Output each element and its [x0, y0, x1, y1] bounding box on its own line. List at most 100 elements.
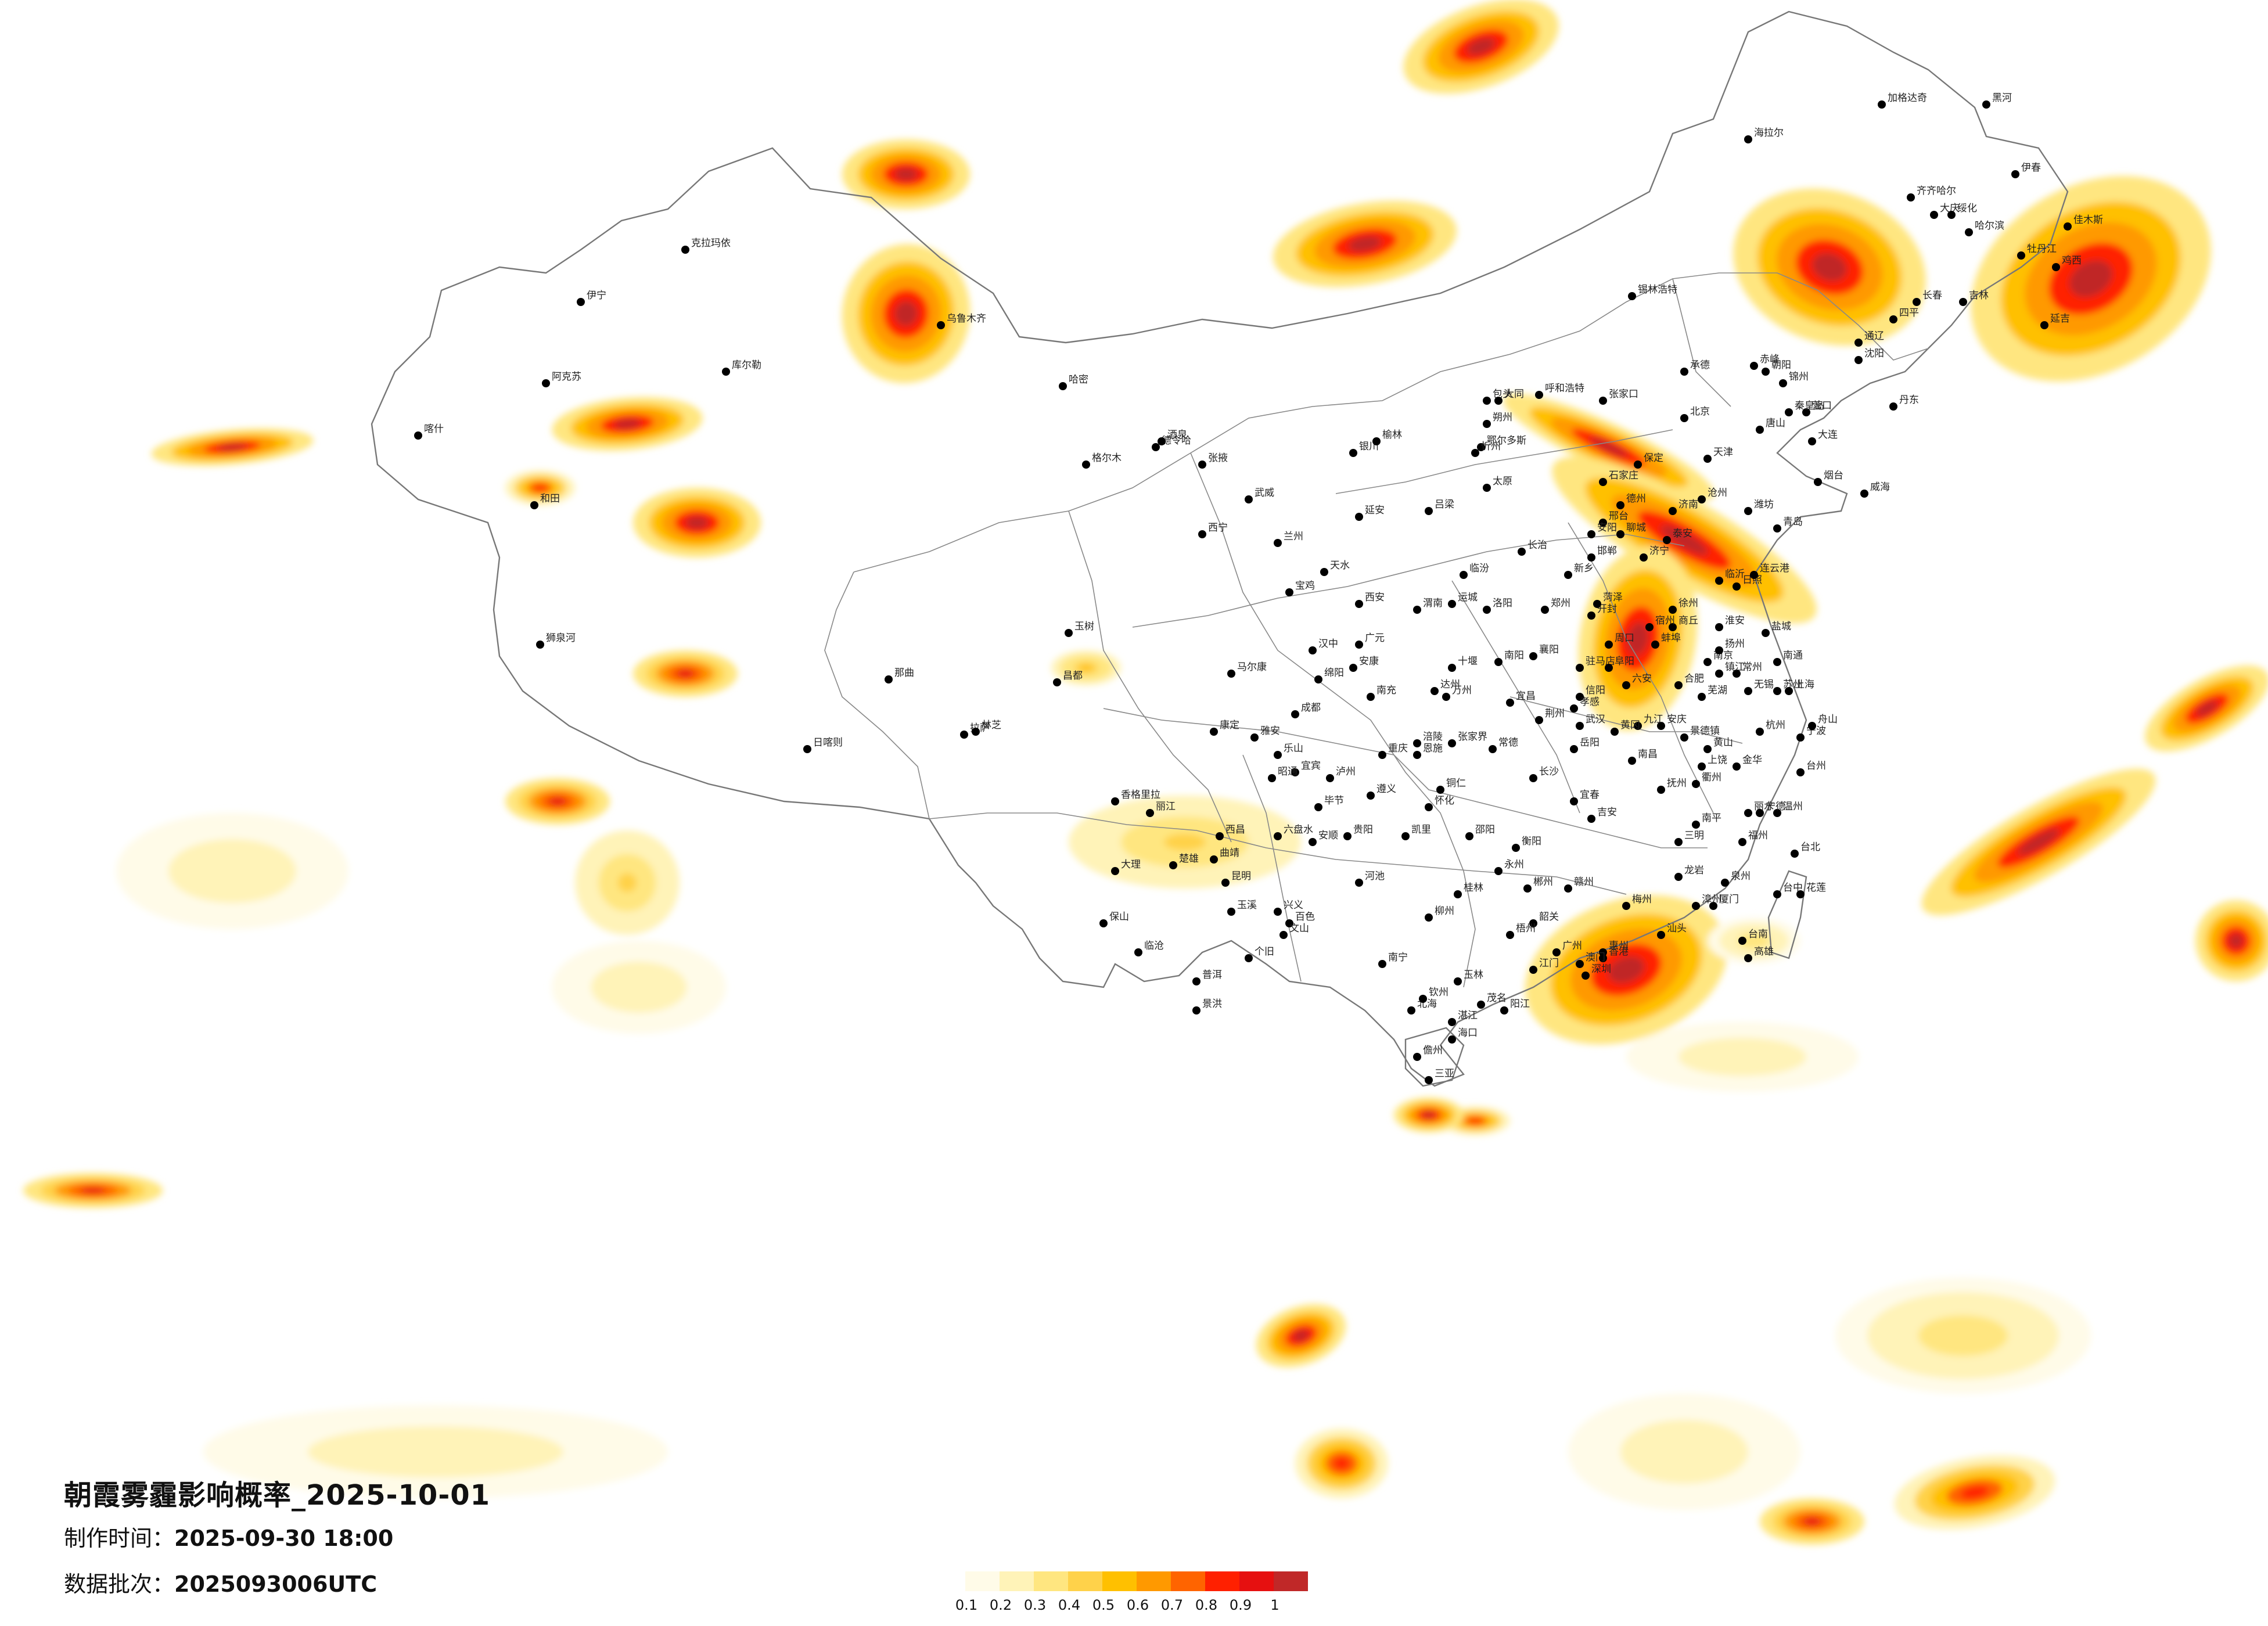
city-label: 榆林: [1382, 429, 1402, 441]
city-label: 朔州: [1493, 412, 1512, 423]
city-marker: 大理: [1111, 859, 1141, 875]
city-label: 厦门: [1719, 894, 1739, 905]
city-label: 大理: [1121, 859, 1141, 870]
city-marker: 南充: [1367, 685, 1396, 701]
city-marker: 忻州: [1471, 441, 1501, 457]
city-marker: 运城: [1448, 592, 1478, 608]
city-marker: 菏泽: [1593, 592, 1623, 608]
city-marker: 长沙: [1529, 766, 1559, 782]
city-dot: [1372, 437, 1381, 445]
probability-cell: [2069, 260, 2113, 297]
city-dot: [1274, 539, 1282, 547]
probability-cell: [217, 444, 247, 451]
city-label: 唐山: [1766, 417, 1785, 429]
city-label: 哈尔滨: [1975, 220, 2004, 232]
city-dot: [1733, 670, 1741, 678]
city-dot: [1860, 490, 1868, 498]
city-marker: 安顺: [1309, 830, 1338, 846]
city-dot: [885, 675, 893, 684]
city-dot: [1448, 739, 1456, 747]
city-label: 安康: [1359, 656, 1379, 667]
city-dot: [1622, 902, 1630, 910]
city-marker: 那曲: [885, 667, 914, 684]
city-marker: 扬州: [1715, 638, 1745, 654]
city-label: 日喀则: [813, 737, 843, 749]
legend-swatch: [1102, 1571, 1137, 1591]
city-dot: [1616, 530, 1624, 538]
city-dot: [1570, 745, 1578, 753]
probability-cell: [1080, 664, 1092, 671]
city-marker: 康定: [1210, 720, 1239, 736]
city-label: 绥化: [1957, 203, 1977, 214]
city-marker: 温州: [1773, 801, 1803, 817]
probability-cell: [1627, 622, 1649, 656]
city-label: 曲靖: [1220, 847, 1239, 859]
city-dot: [1425, 507, 1433, 515]
city-marker: 宝鸡: [1285, 580, 1315, 596]
city-marker: 涪陵: [1413, 731, 1443, 747]
city-marker: 衢州: [1692, 771, 1721, 788]
city-dot: [1599, 478, 1607, 486]
probability-cell: [613, 419, 641, 429]
city-dot: [1291, 710, 1299, 718]
city-dot: [1808, 722, 1816, 730]
city-dot: [1285, 588, 1293, 596]
city-marker: 孝感: [1570, 696, 1600, 713]
city-dot: [1703, 658, 1712, 666]
city-marker: 韶关: [1529, 911, 1559, 927]
city-label: 钦州: [1429, 987, 1448, 998]
city-marker: 凯里: [1401, 824, 1431, 840]
city-label: 泸州: [1336, 766, 1356, 778]
city-dot: [1773, 524, 1781, 533]
city-label: 通辽: [1864, 330, 1884, 342]
city-label: 长治: [1527, 539, 1547, 551]
city-dot: [1715, 623, 1723, 631]
city-dot: [1192, 1006, 1201, 1015]
city-marker: 高雄: [1744, 946, 1774, 962]
city-dot: [1245, 954, 1253, 962]
city-dot: [1605, 641, 1613, 649]
city-dot: [1152, 443, 1160, 451]
city-dot: [1773, 809, 1781, 817]
city-marker: 湛江: [1448, 1010, 1478, 1026]
city-marker: 达州: [1430, 679, 1460, 695]
city-marker: 大庆: [1930, 203, 1960, 219]
city-dot: [1703, 745, 1712, 753]
city-dot: [1947, 211, 1956, 219]
city-dot: [1413, 739, 1421, 747]
city-marker: 德州: [1616, 493, 1646, 509]
city-label: 六盘水: [1284, 824, 1313, 836]
city-dot: [1587, 611, 1595, 620]
map-title: 朝霞雾霾影响概率_2025-10-01: [64, 1479, 491, 1512]
city-marker: 万州: [1442, 685, 1472, 701]
city-label: 上海: [1795, 679, 1814, 690]
city-marker: 常州: [1733, 661, 1762, 678]
city-marker: 镇江: [1715, 661, 1745, 678]
city-marker: 无锡: [1744, 679, 1774, 695]
city-dot: [1744, 135, 1752, 143]
city-marker: 郴州: [1523, 876, 1553, 893]
city-label: 宜宾: [1301, 760, 1321, 772]
city-marker: 通辽: [1854, 330, 1884, 347]
city-label: 济南: [1678, 499, 1698, 510]
city-dot: [1773, 890, 1781, 898]
city-dot: [1634, 461, 1642, 469]
city-label: 蚌埠: [1661, 632, 1681, 644]
city-marker: 西安: [1355, 592, 1385, 608]
city-label: 梅州: [1632, 894, 1652, 905]
city-label: 加格达奇: [1888, 92, 1927, 104]
city-label: 香港: [1609, 946, 1629, 958]
city-dot: [1808, 437, 1816, 445]
city-label: 乐山: [1284, 743, 1303, 754]
probability-cell: [685, 516, 709, 529]
city-label: 楚雄: [1179, 853, 1199, 865]
city-dot: [1535, 391, 1543, 399]
legend-swatch: [1239, 1571, 1274, 1591]
city-label: 青岛: [1783, 516, 1803, 528]
city-dot: [577, 298, 585, 306]
city-dot: [1291, 768, 1299, 776]
city-dot: [1494, 397, 1503, 405]
city-marker: 四平: [1889, 307, 1919, 323]
city-dot: [1663, 536, 1671, 544]
city-dot: [1274, 908, 1282, 916]
